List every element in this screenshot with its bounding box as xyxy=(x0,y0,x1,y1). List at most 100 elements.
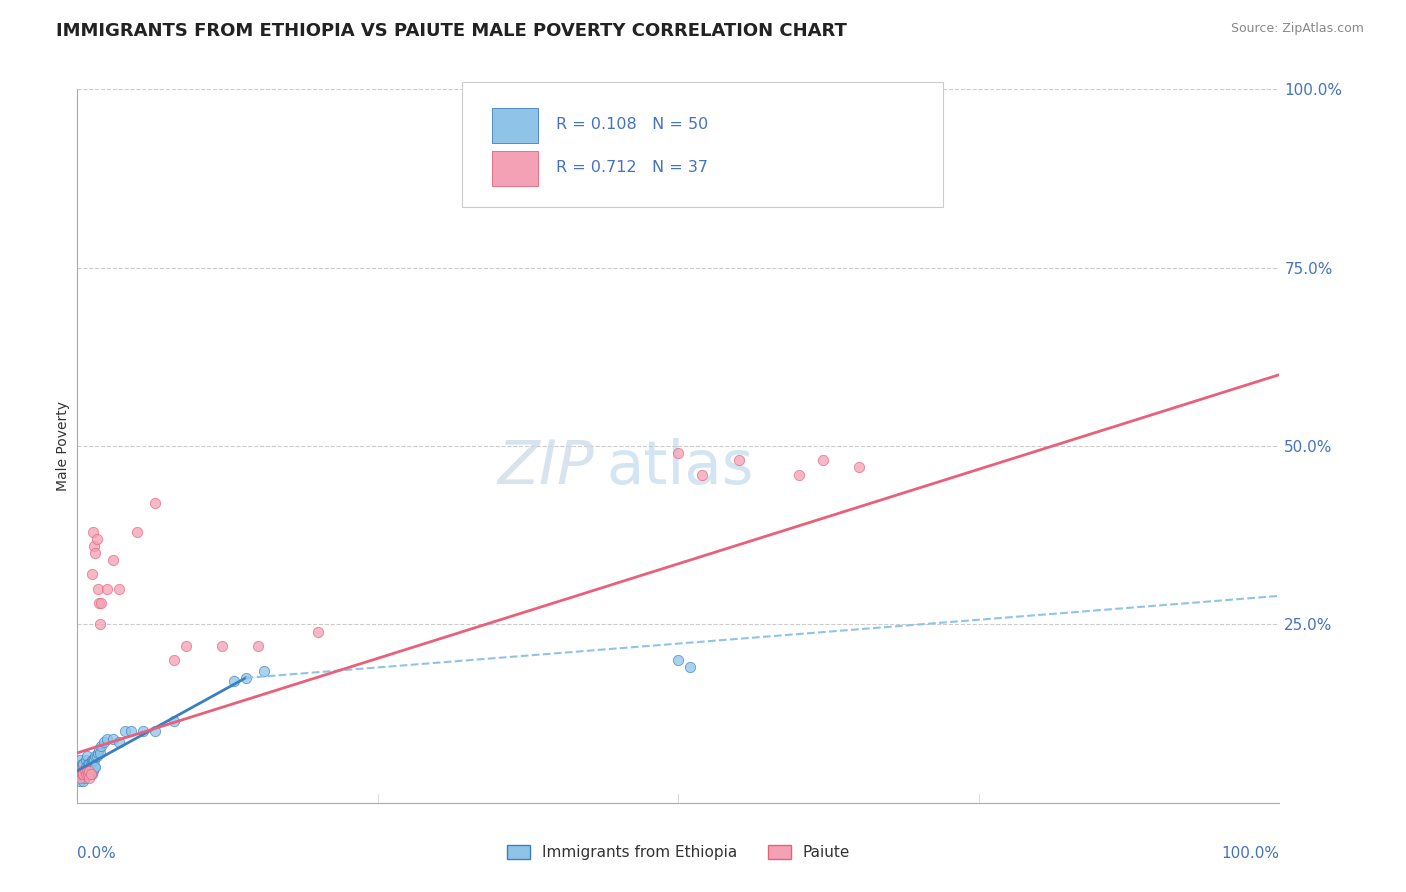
Point xyxy=(70,760,93,774)
Point xyxy=(96,582,118,596)
Point xyxy=(811,453,834,467)
Point xyxy=(727,453,749,467)
Point xyxy=(87,582,110,596)
Bar xyxy=(492,109,537,143)
Point xyxy=(108,582,131,596)
Point xyxy=(75,760,97,774)
Point xyxy=(145,496,167,510)
Point xyxy=(79,771,101,785)
Point xyxy=(89,746,111,760)
Point xyxy=(79,767,101,781)
Point xyxy=(90,739,112,753)
Point xyxy=(70,764,93,778)
Point xyxy=(76,767,98,781)
Y-axis label: Male Poverty: Male Poverty xyxy=(56,401,70,491)
Point xyxy=(87,746,110,760)
Point xyxy=(77,767,100,781)
Point xyxy=(75,767,97,781)
Point xyxy=(108,735,131,749)
Bar xyxy=(492,152,537,186)
Point xyxy=(87,596,110,610)
Text: 100.0%: 100.0% xyxy=(1222,846,1279,861)
Point xyxy=(235,671,257,685)
Point xyxy=(253,664,276,678)
Point xyxy=(87,742,110,756)
Point xyxy=(76,764,98,778)
Point xyxy=(145,724,167,739)
Point xyxy=(72,774,94,789)
Point xyxy=(69,774,91,789)
Point xyxy=(848,460,870,475)
Point xyxy=(84,760,107,774)
Point xyxy=(90,596,112,610)
Point xyxy=(80,767,103,781)
Text: Source: ZipAtlas.com: Source: ZipAtlas.com xyxy=(1230,22,1364,36)
Point xyxy=(307,624,329,639)
Point xyxy=(84,546,107,560)
Point xyxy=(77,756,100,771)
Point xyxy=(79,767,101,781)
Text: R = 0.712   N = 37: R = 0.712 N = 37 xyxy=(555,161,707,175)
Point xyxy=(73,771,96,785)
Point xyxy=(162,714,184,728)
Point xyxy=(70,767,93,781)
Point xyxy=(174,639,197,653)
Point xyxy=(79,756,101,771)
Point xyxy=(246,639,269,653)
Point xyxy=(668,653,690,667)
Point xyxy=(73,764,96,778)
Point xyxy=(222,674,245,689)
Point xyxy=(79,764,101,778)
Point xyxy=(75,767,97,781)
Text: R = 0.108   N = 50: R = 0.108 N = 50 xyxy=(555,118,709,132)
Text: atlas: atlas xyxy=(606,438,754,497)
Point xyxy=(162,653,184,667)
Point xyxy=(82,764,104,778)
Point xyxy=(83,760,105,774)
FancyBboxPatch shape xyxy=(463,82,943,207)
Point xyxy=(692,467,714,482)
Point xyxy=(132,724,155,739)
Point xyxy=(72,756,94,771)
Point xyxy=(120,724,142,739)
Point xyxy=(114,724,136,739)
Point xyxy=(83,753,105,767)
Point xyxy=(80,567,103,582)
Legend: Immigrants from Ethiopia, Paiute: Immigrants from Ethiopia, Paiute xyxy=(501,839,856,866)
Point xyxy=(75,753,97,767)
Point xyxy=(80,753,103,767)
Point xyxy=(668,446,690,460)
Point xyxy=(787,467,810,482)
Point xyxy=(96,731,118,746)
Point xyxy=(103,553,125,567)
Point xyxy=(84,749,107,764)
Point xyxy=(67,767,90,781)
Point xyxy=(76,749,98,764)
Point xyxy=(67,767,90,781)
Point xyxy=(79,756,101,771)
Text: IMMIGRANTS FROM ETHIOPIA VS PAIUTE MALE POVERTY CORRELATION CHART: IMMIGRANTS FROM ETHIOPIA VS PAIUTE MALE … xyxy=(56,22,846,40)
Point xyxy=(86,532,108,546)
Point xyxy=(211,639,233,653)
Point xyxy=(70,756,93,771)
Point xyxy=(82,753,104,767)
Point xyxy=(93,735,115,749)
Point xyxy=(69,771,91,785)
Point xyxy=(103,731,125,746)
Point xyxy=(127,524,149,539)
Text: ZIP: ZIP xyxy=(498,438,595,497)
Point xyxy=(77,767,100,781)
Point xyxy=(72,767,94,781)
Point xyxy=(79,764,101,778)
Text: 0.0%: 0.0% xyxy=(77,846,117,861)
Point xyxy=(82,524,104,539)
Point xyxy=(73,764,96,778)
Point xyxy=(72,767,94,781)
Point xyxy=(70,767,93,781)
Point xyxy=(69,753,91,767)
Point xyxy=(83,539,105,553)
Point xyxy=(86,749,108,764)
Point xyxy=(679,660,702,674)
Point xyxy=(89,617,111,632)
Point xyxy=(70,767,93,781)
